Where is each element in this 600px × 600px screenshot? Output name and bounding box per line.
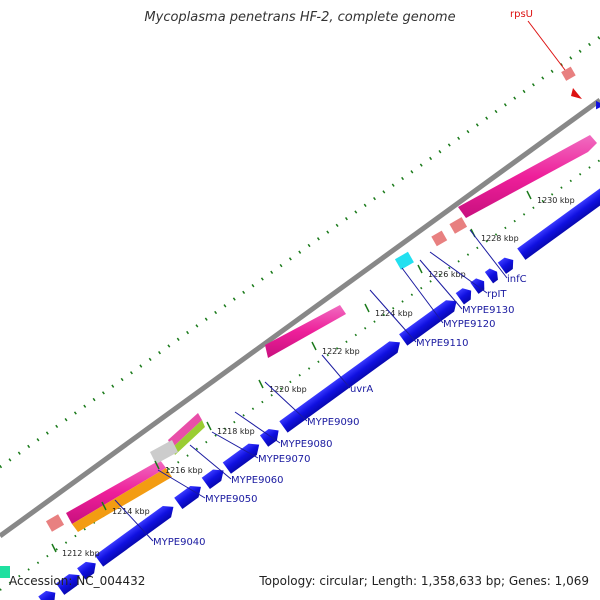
outer-tick-track	[0, 35, 600, 469]
gene-forward-cds[interactable]	[259, 425, 283, 447]
gene-salmon-3[interactable]	[449, 217, 468, 234]
inner-tick-track	[0, 159, 600, 591]
kbp-tick	[364, 303, 370, 313]
gene-leader-line	[234, 411, 281, 444]
kbp-tick	[311, 341, 317, 351]
gene-forward-cds[interactable]	[517, 153, 600, 260]
gene-forward-cds[interactable]	[497, 254, 518, 274]
gene-forward-cds[interactable]	[484, 266, 501, 284]
continuation-arrow: ▶	[596, 98, 600, 111]
gene-salmon-rpsU[interactable]	[561, 66, 576, 81]
gene-label[interactable]: MYPE9080	[280, 439, 333, 450]
gene-cyan[interactable]	[394, 251, 414, 270]
gene-pink-uvrA[interactable]	[265, 305, 346, 358]
genome-summary: Topology: circular; Length: 1,358,633 bp…	[259, 574, 589, 588]
gene-pink-rrna[interactable]	[66, 460, 166, 524]
kbp-tick-label: 1224 kbp	[375, 309, 413, 318]
gene-label[interactable]: MYPE9070	[258, 454, 311, 465]
gene-forward-cds[interactable]	[279, 337, 404, 433]
gene-leader-line	[469, 229, 508, 279]
gene-labels: MYPE9040 MYPE9050 MYPE9060 MYPE9070 MYPE9080…	[114, 9, 566, 548]
gene-leader-line	[429, 251, 488, 294]
kbp-tick-label: 1218 kbp	[217, 427, 255, 436]
kbp-tick-label: 1230 kbp	[537, 196, 575, 205]
kbp-scale: 1212 kbp 1214 kbp 1216 kbp 1218 kbp 1220 kbp…	[51, 190, 575, 558]
gene-label[interactable]: rpIT	[487, 289, 507, 300]
gene-orange-rrna[interactable]	[72, 468, 172, 532]
gene-label[interactable]: MYPE9120	[443, 319, 496, 330]
gene-label[interactable]: rpsU	[510, 9, 533, 20]
map-title: Mycoplasma penetrans HF-2, complete geno…	[144, 10, 456, 25]
gene-leader-line	[189, 444, 232, 480]
gene-label[interactable]: MYPE9090	[307, 417, 360, 428]
gene-forward-cds[interactable]	[94, 501, 178, 567]
gene-leader-line	[369, 289, 417, 343]
gene-forward-cds[interactable]	[222, 439, 264, 474]
gene-forward-cds[interactable]	[38, 587, 59, 600]
gene-forward-cds[interactable]	[77, 558, 100, 580]
gene-forward-cds[interactable]	[56, 569, 84, 595]
gene-grey[interactable]	[150, 440, 178, 464]
kbp-tick	[101, 501, 107, 511]
rpsU-direction-arrow	[571, 88, 582, 99]
kbp-tick	[154, 460, 160, 470]
gene-green-edge[interactable]	[0, 566, 10, 578]
gene-label[interactable]: MYPE9110	[416, 338, 469, 349]
kbp-tick	[258, 379, 264, 389]
gene-leader-line	[114, 499, 154, 542]
gene-forward-cds[interactable]	[201, 465, 228, 490]
kbp-tick	[526, 190, 532, 200]
gene-multi-stripe[interactable]	[168, 413, 202, 448]
gene-leader-line	[321, 354, 351, 389]
gene-salmon-2[interactable]	[431, 230, 448, 247]
gene-leader-line	[527, 20, 566, 71]
kbp-tick-label: 1220 kbp	[269, 385, 307, 394]
gene-salmon-1[interactable]	[45, 514, 65, 532]
kbp-tick-label: 1222 kbp	[322, 347, 360, 356]
gene-leader-line	[211, 431, 259, 459]
gene-forward-cds[interactable]	[399, 296, 461, 346]
kbp-tick-label: 1214 kbp	[112, 507, 150, 516]
gene-label[interactable]: infC	[507, 274, 527, 285]
forward-strand-genes	[38, 153, 600, 600]
gene-forward-cds[interactable]	[455, 285, 476, 305]
gene-forward-cds[interactable]	[470, 276, 488, 294]
kbp-tick-label: 1216 kbp	[165, 466, 203, 475]
gene-label[interactable]: uvrA	[350, 384, 373, 395]
gene-leader-line	[264, 381, 308, 422]
accession-label: Accession: NC_004432	[9, 574, 146, 588]
gene-label[interactable]: MYPE9060	[231, 475, 284, 486]
kbp-tick-label: 1228 kbp	[481, 234, 519, 243]
kbp-tick-label: 1226 kbp	[428, 270, 466, 279]
genome-backbone	[0, 97, 600, 539]
gene-label[interactable]: MYPE9130	[462, 305, 515, 316]
gene-multi-stripe-2[interactable]	[172, 420, 205, 455]
kbp-tick-label: 1212 kbp	[62, 549, 100, 558]
gene-leader-line	[401, 267, 444, 324]
gene-pink-large[interactable]	[458, 135, 597, 218]
kbp-tick	[51, 543, 57, 553]
gene-leader-line	[419, 259, 463, 310]
gene-label[interactable]: MYPE9040	[153, 537, 206, 548]
gene-label[interactable]: MYPE9050	[205, 494, 258, 505]
gene-leader-line	[157, 469, 206, 499]
kbp-tick	[417, 264, 423, 274]
kbp-tick	[206, 421, 212, 431]
